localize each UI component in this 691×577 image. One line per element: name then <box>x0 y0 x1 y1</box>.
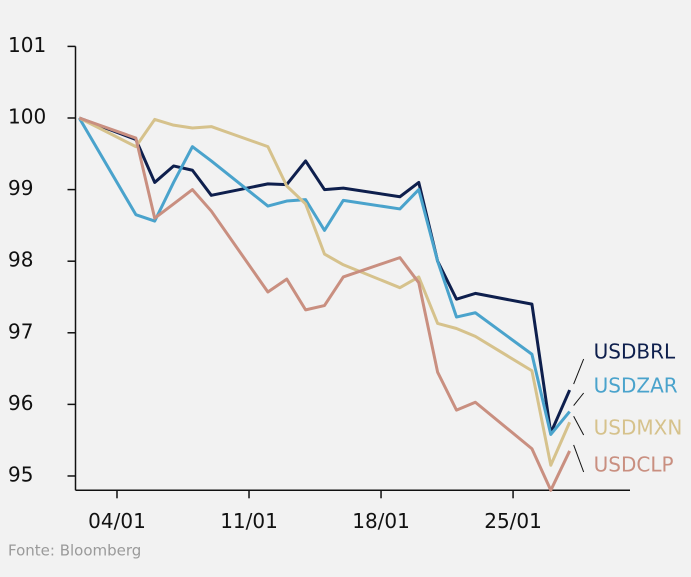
series-line <box>78 116 571 492</box>
x-tick-label: 11/01 <box>220 509 278 533</box>
y-tick-label: 96 <box>8 391 33 415</box>
series-line <box>78 116 572 467</box>
legend-label: USDBRL <box>594 340 676 364</box>
legend-label: USDMXN <box>594 416 683 440</box>
x-tick-label: 18/01 <box>352 509 410 533</box>
legend-label: USDCLP <box>594 453 674 477</box>
y-tick-label: 99 <box>8 176 33 200</box>
legend-label: USDZAR <box>594 374 678 398</box>
leader-line <box>573 392 585 406</box>
y-tick-label: 95 <box>8 462 33 486</box>
y-tick-label: 98 <box>8 248 33 272</box>
series-line <box>78 116 572 435</box>
source-note: Fonte: Bloomberg <box>8 542 141 560</box>
x-tick-label: 04/01 <box>88 509 146 533</box>
leader-line <box>573 358 585 385</box>
y-tick-label: 100 <box>8 104 46 128</box>
y-tick-label: 101 <box>8 33 46 57</box>
x-tick-label: 25/01 <box>484 509 542 533</box>
y-tick-label: 97 <box>8 319 33 343</box>
series-line <box>77 117 571 436</box>
leader-line <box>573 416 585 436</box>
leader-line <box>573 444 585 473</box>
